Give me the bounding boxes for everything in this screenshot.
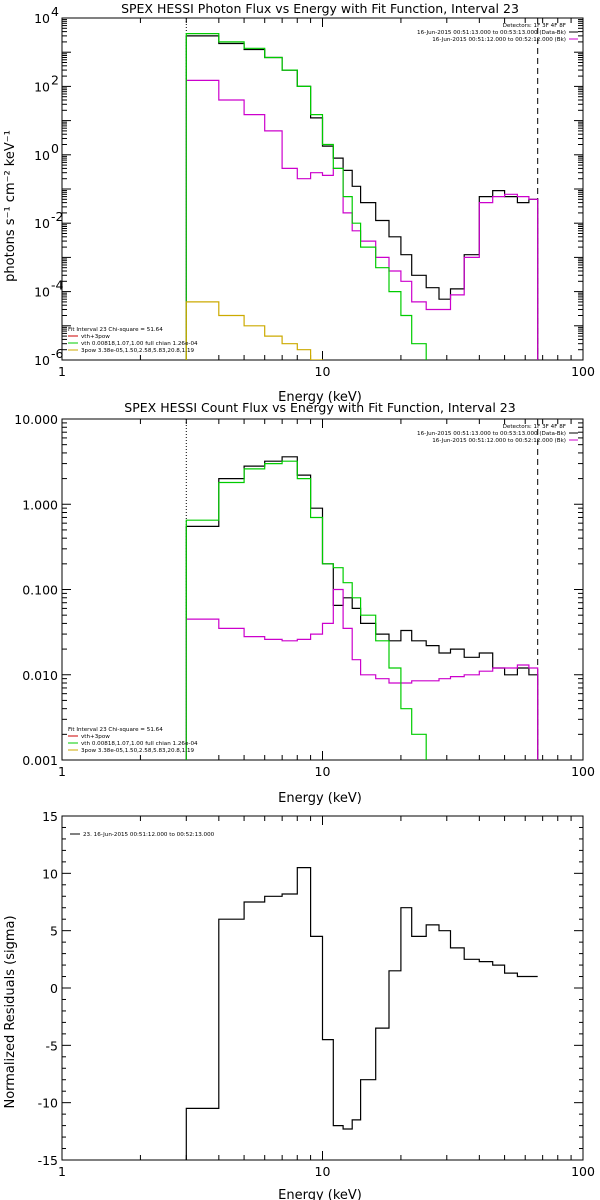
x-tick-label: 10: [315, 1164, 331, 1179]
y-tick-exponent: 0: [51, 141, 59, 156]
series-1-line: [185, 79, 539, 360]
series-1-line: [185, 588, 539, 760]
plot-frame: [61, 17, 584, 361]
series-group: [185, 456, 539, 760]
y-tick-label: 0.010: [22, 668, 58, 683]
series-group: [185, 33, 539, 360]
y-tick-label: 5: [50, 924, 58, 939]
chart-title: SPEX HESSI Count Flux vs Energy with Fit…: [124, 400, 515, 415]
legend-entry: Fit Interval 23 Chi-square = 51.64: [68, 727, 163, 733]
y-tick-label: 10: [42, 866, 58, 881]
legend-entry: 16-Jun-2015 00:51:12.000 to 00:52:12.000…: [432, 37, 566, 43]
y-tick-exponent: -6: [51, 346, 64, 361]
legend-entry: Detectors: 1F 3F 4F 8F: [503, 23, 566, 29]
x-tick-label: 100: [571, 364, 595, 379]
x-tick-label: 100: [571, 1164, 595, 1179]
y-tick-label: 0.100: [22, 583, 58, 598]
x-tick-label: 1: [58, 764, 66, 779]
series-0-line: [185, 456, 539, 760]
y-tick-label: 10: [34, 11, 50, 26]
y-tick-label: 10: [34, 148, 50, 163]
y-axis-label: photons s⁻¹ cm⁻² keV⁻¹: [3, 130, 18, 282]
x-tick-label: 100: [571, 764, 595, 779]
y-tick-label: 0.001: [22, 753, 58, 768]
legend-entry: 3pow 3.38e-05,1.50,2.58,5.83,20.8,1.19: [81, 748, 195, 754]
y-tick-exponent: -2: [51, 209, 63, 224]
y-tick-label: 10.000: [14, 412, 58, 427]
y-tick-label: 10: [34, 353, 50, 368]
x-tick-label: 1: [58, 364, 66, 379]
y-tick-label: 15: [42, 809, 58, 824]
legend-entry: 3pow 3.38e-05,1.50,2.58,5.83,20.8,1.19: [81, 348, 195, 354]
x-tick-label: 10: [315, 364, 331, 379]
y-tick-exponent: 2: [51, 72, 59, 87]
x-axis-label: Energy (keV): [278, 390, 362, 405]
x-axis-label: Energy (keV): [278, 1188, 362, 1200]
photon-flux-chart: SPEX HESSI Photon Flux vs Energy with Fi…: [3, 1, 595, 405]
legend-entry: vth 0.00818,1.07,1.00 full chian 1.26e-0…: [81, 341, 198, 347]
y-tick-label: -10: [38, 1096, 58, 1111]
series-2-line: [185, 460, 427, 760]
series-2-line: [185, 33, 427, 360]
y-tick-exponent: 4: [51, 4, 59, 19]
legend-entry: 16-Jun-2015 00:51:13.000 to 00:53:13.000…: [417, 30, 566, 36]
y-tick-label: 10: [34, 285, 50, 300]
count-flux-chart: SPEX HESSI Count Flux vs Energy with Fit…: [14, 400, 595, 806]
y-tick-label: 10: [34, 216, 50, 231]
y-tick-label: 1.000: [22, 497, 58, 512]
series-group: [185, 867, 538, 1160]
legend-entry: Fit Interval 23 Chi-square = 51.64: [68, 327, 163, 333]
y-axis-label: Normalized Residuals (sigma): [3, 915, 18, 1108]
legend-entry: 16-Jun-2015 00:51:13.000 to 00:53:13.000…: [417, 431, 566, 437]
x-tick-label: 10: [315, 764, 331, 779]
legend-entry: 16-Jun-2015 00:51:12.000 to 00:52:12.000…: [432, 438, 566, 444]
y-tick-label: 0: [50, 981, 58, 996]
chart-title: SPEX HESSI Photon Flux vs Energy with Fi…: [121, 1, 519, 16]
x-tick-label: 1: [58, 1164, 66, 1179]
series-0-line: [185, 867, 538, 1160]
plot-frame: [61, 418, 584, 761]
legend-entry: vth 0.00818,1.07,1.00 full chian 1.26e-0…: [81, 741, 198, 747]
legend-entry: 23. 16-Jun-2015 00:51:12.000 to 00:52:13…: [83, 832, 215, 838]
x-axis-label: Energy (keV): [278, 791, 362, 806]
y-tick-label: -5: [46, 1038, 58, 1053]
series-3-line: [185, 301, 324, 360]
legend-entry: vth+3pow: [81, 334, 110, 340]
residuals-chart: Energy (keV) Normalized Residuals (sigma…: [3, 809, 595, 1200]
legend-entry: Detectors: 1F 3F 4F 8F: [503, 424, 566, 430]
y-tick-label: -15: [38, 1153, 58, 1168]
y-tick-exponent: -4: [51, 278, 64, 293]
y-tick-label: 10: [34, 79, 50, 94]
legend-entry: vth+3pow: [81, 734, 110, 740]
